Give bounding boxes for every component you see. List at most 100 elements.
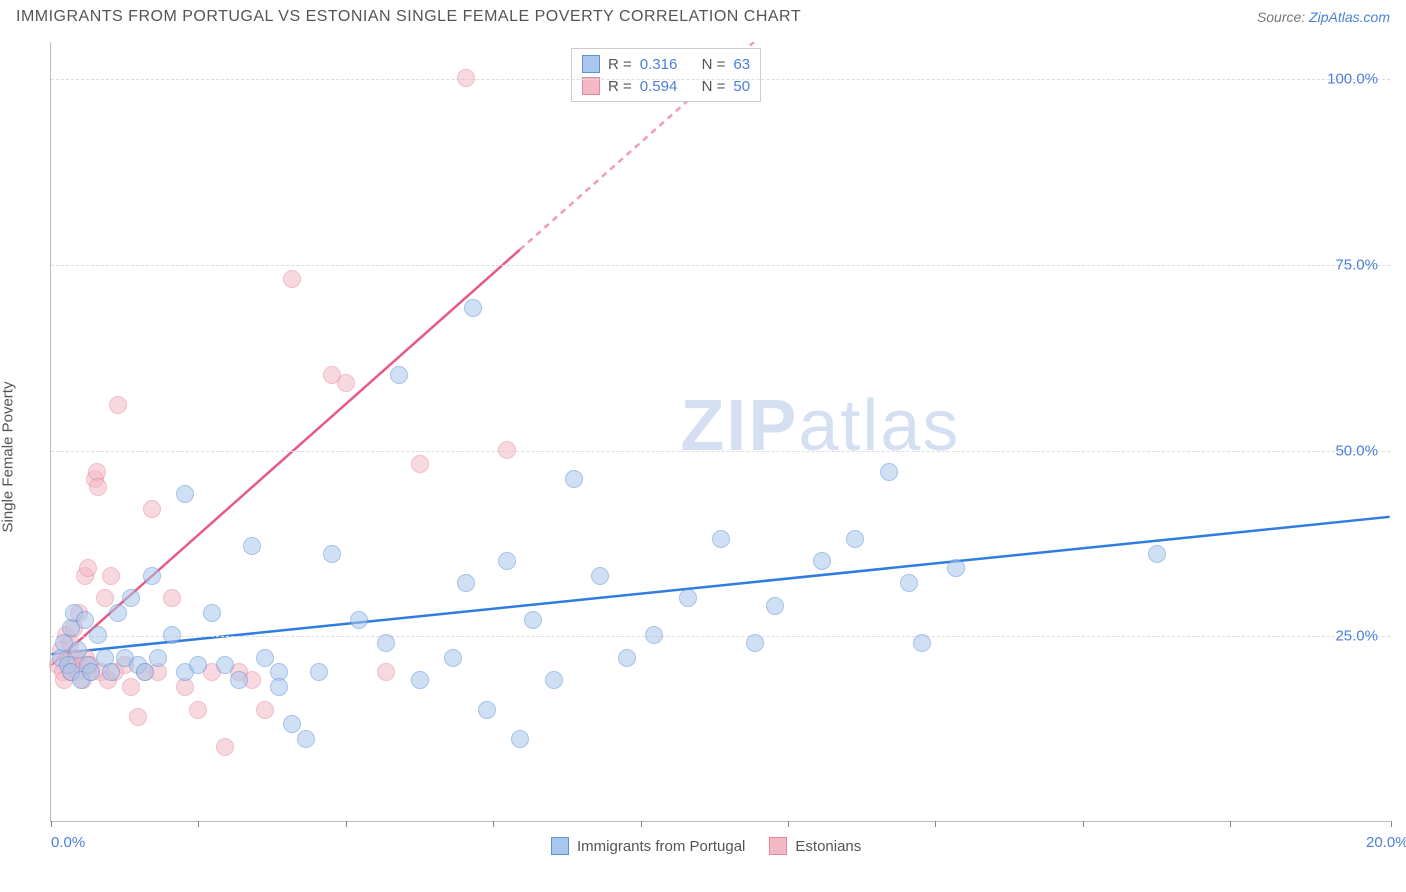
data-point (136, 663, 154, 681)
data-point (524, 611, 542, 629)
legend-swatch (551, 837, 569, 855)
y-tick-label: 25.0% (1335, 628, 1378, 645)
data-point (913, 634, 931, 652)
data-point (350, 611, 368, 629)
data-point (230, 671, 248, 689)
data-point (216, 656, 234, 674)
data-point (746, 634, 764, 652)
x-tick (493, 821, 494, 827)
legend-stat-row: R = 0.316 N = 63 (582, 53, 750, 75)
data-point (203, 604, 221, 622)
data-point (256, 649, 274, 667)
source-attribution: Source: ZipAtlas.com (1257, 9, 1390, 25)
data-point (216, 738, 234, 756)
data-point (109, 396, 127, 414)
data-point (457, 69, 475, 87)
x-tick (935, 821, 936, 827)
data-point (163, 589, 181, 607)
data-point (645, 626, 663, 644)
x-tick (1083, 821, 1084, 827)
source-link[interactable]: ZipAtlas.com (1309, 9, 1390, 25)
data-point (411, 455, 429, 473)
data-point (189, 656, 207, 674)
x-tick-label: 20.0% (1366, 834, 1406, 851)
data-point (766, 597, 784, 615)
data-point (390, 366, 408, 384)
data-point (464, 299, 482, 317)
data-point (411, 671, 429, 689)
data-point (143, 500, 161, 518)
data-point (813, 552, 831, 570)
legend-swatch (769, 837, 787, 855)
data-point (297, 730, 315, 748)
data-point (243, 537, 261, 555)
data-point (846, 530, 864, 548)
y-tick-label: 100.0% (1327, 71, 1378, 88)
data-point (89, 626, 107, 644)
x-tick (1230, 821, 1231, 827)
data-point (122, 589, 140, 607)
data-point (89, 478, 107, 496)
data-point (498, 441, 516, 459)
gridline (51, 265, 1390, 266)
data-point (96, 589, 114, 607)
data-point (712, 530, 730, 548)
data-point (109, 604, 127, 622)
data-point (163, 626, 181, 644)
data-point (102, 567, 120, 585)
data-point (129, 708, 147, 726)
data-point (102, 663, 120, 681)
data-point (679, 589, 697, 607)
data-point (82, 663, 100, 681)
x-tick (788, 821, 789, 827)
data-point (618, 649, 636, 667)
x-tick (1391, 821, 1392, 827)
data-point (377, 634, 395, 652)
data-point (283, 270, 301, 288)
data-point (283, 715, 301, 733)
data-point (79, 559, 97, 577)
data-point (189, 701, 207, 719)
data-point (377, 663, 395, 681)
data-point (76, 611, 94, 629)
legend-swatch (582, 55, 600, 73)
x-tick (346, 821, 347, 827)
data-point (880, 463, 898, 481)
gridline (51, 451, 1390, 452)
gridline (51, 79, 1390, 80)
x-tick-label: 0.0% (51, 834, 85, 851)
x-tick (51, 821, 52, 827)
chart-container: Single Female Poverty ZIPatlas R = 0.316… (0, 32, 1406, 882)
data-point (337, 374, 355, 392)
data-point (149, 649, 167, 667)
data-point (176, 485, 194, 503)
data-point (498, 552, 516, 570)
data-point (270, 678, 288, 696)
y-axis-label: Single Female Poverty (0, 382, 17, 533)
x-tick (198, 821, 199, 827)
data-point (122, 678, 140, 696)
data-point (256, 701, 274, 719)
data-point (900, 574, 918, 592)
legend-series-item: Estonians (769, 837, 861, 855)
y-tick-label: 75.0% (1335, 256, 1378, 273)
series-legend: Immigrants from Portugal Estonians (551, 837, 861, 855)
page-title: IMMIGRANTS FROM PORTUGAL VS ESTONIAN SIN… (16, 8, 801, 26)
data-point (444, 649, 462, 667)
data-point (511, 730, 529, 748)
data-point (1148, 545, 1166, 563)
y-tick-label: 50.0% (1335, 442, 1378, 459)
legend-series-item: Immigrants from Portugal (551, 837, 745, 855)
correlation-legend: R = 0.316 N = 63 R = 0.594 N = 50 (571, 48, 761, 102)
data-point (478, 701, 496, 719)
data-point (947, 559, 965, 577)
data-point (143, 567, 161, 585)
data-point (565, 470, 583, 488)
data-point (591, 567, 609, 585)
data-point (323, 545, 341, 563)
data-point (545, 671, 563, 689)
x-tick (641, 821, 642, 827)
gridline (51, 636, 1390, 637)
data-point (310, 663, 328, 681)
watermark: ZIPatlas (680, 385, 960, 467)
